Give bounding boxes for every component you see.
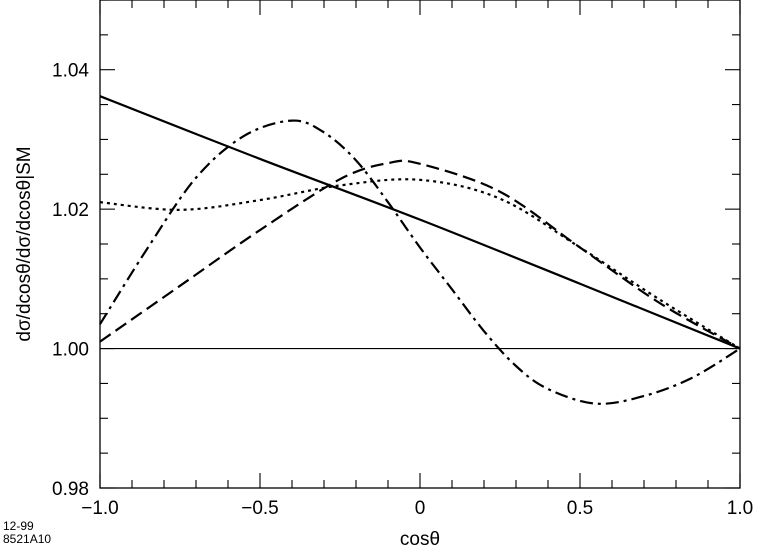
figure-date: 12-99 — [3, 519, 34, 533]
y-tick-label: 1.02 — [52, 200, 89, 221]
x-axis-title: cosθ — [400, 529, 440, 550]
x-tick-label: 0 — [415, 498, 426, 519]
series-group — [99, 95, 741, 405]
plot-frame — [99, 0, 741, 489]
y-tick-label: 1.00 — [52, 340, 89, 361]
series-line-dotted — [99, 178, 741, 350]
series-line-dashed — [99, 159, 741, 350]
axis-ticks — [99, 0, 741, 489]
x-tick-label: −0.5 — [241, 498, 279, 519]
y-axis-title: dσ/dcosθ/dσ/dcosθ|SM — [14, 146, 35, 341]
series-line-dashdot — [99, 119, 741, 405]
series-line-solid — [99, 95, 741, 350]
figure-id: 8521A10 — [3, 532, 52, 546]
x-tick-label: 0.5 — [567, 498, 593, 519]
tick-labels: −1.0 −0.5 0 0.5 1.0 0.98 1.00 1.02 1.04 — [52, 61, 753, 519]
x-tick-label: −1.0 — [81, 498, 119, 519]
x-tick-label: 1.0 — [727, 498, 753, 519]
y-tick-label: 0.98 — [52, 479, 89, 500]
y-tick-label: 1.04 — [52, 61, 89, 82]
